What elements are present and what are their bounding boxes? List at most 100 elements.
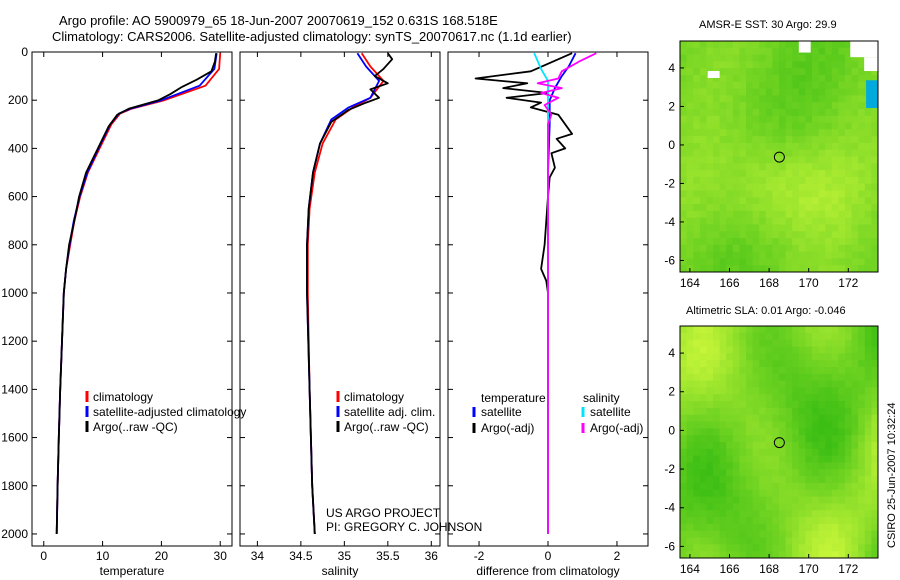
- map-cell: [746, 421, 754, 429]
- map-cell: [798, 238, 806, 246]
- map-cell: [825, 462, 833, 470]
- map-cell: [871, 421, 878, 429]
- map-cell: [792, 469, 800, 477]
- map-cell: [726, 258, 734, 266]
- map-cell: [785, 41, 793, 49]
- map-cell: [805, 482, 813, 491]
- map-cell: [825, 108, 833, 117]
- map-cell: [752, 258, 760, 266]
- map-cell: [693, 503, 701, 511]
- map-cell: [699, 183, 707, 192]
- map-cell: [851, 68, 859, 76]
- map-cell: [680, 380, 688, 389]
- map-cell: [739, 183, 747, 192]
- map-cell: [792, 455, 800, 464]
- map-cell: [871, 136, 878, 144]
- map-cell: [851, 149, 859, 158]
- map-cell: [752, 244, 760, 253]
- map-cell: [831, 238, 839, 246]
- map-cell: [838, 163, 846, 171]
- map-cell: [792, 149, 800, 158]
- map-cell: [772, 380, 780, 389]
- map-cell: [686, 88, 694, 96]
- map-cell: [739, 81, 747, 90]
- map-cell: [792, 102, 800, 110]
- map-cell: [851, 244, 859, 253]
- map-cell: [765, 530, 773, 539]
- map-cell: [838, 435, 846, 443]
- map-cell: [693, 183, 701, 192]
- map-cell: [812, 476, 820, 484]
- map-cell: [825, 197, 833, 205]
- map-cell: [686, 142, 694, 151]
- map-cell: [871, 387, 878, 395]
- map-cell: [706, 54, 714, 62]
- map-cell: [812, 537, 820, 545]
- map-cell: [699, 339, 707, 348]
- map-cell: [779, 326, 787, 334]
- map-cell: [680, 68, 688, 76]
- map-cell: [693, 224, 701, 232]
- map-cell: [825, 136, 833, 144]
- map-cell: [864, 251, 872, 260]
- map-cell: [871, 428, 878, 436]
- map-cell: [805, 108, 813, 117]
- map-cell: [752, 401, 760, 409]
- map-cell: [818, 156, 826, 164]
- map-cell: [779, 217, 787, 226]
- map-cell: [713, 339, 721, 348]
- map-cell: [693, 231, 701, 239]
- map-cell: [686, 366, 694, 375]
- map-cell: [805, 414, 813, 423]
- map-cell: [858, 115, 866, 124]
- map-cell: [792, 265, 800, 272]
- map-cell: [680, 102, 688, 110]
- map-cell: [785, 414, 793, 423]
- map-cell: [792, 360, 800, 368]
- map-cell: [693, 496, 701, 505]
- map-cell: [805, 401, 813, 409]
- map-cell: [812, 47, 820, 56]
- map-cell: [693, 149, 701, 158]
- map-cell: [845, 68, 853, 76]
- map-cell: [845, 176, 853, 185]
- map-cell: [858, 217, 866, 226]
- map-cell: [845, 414, 853, 423]
- map-cell: [732, 380, 740, 389]
- map-cell: [792, 176, 800, 185]
- map-cell: [726, 176, 734, 185]
- map-cell: [732, 142, 740, 151]
- legend-label: Argo(..raw -QC): [93, 420, 178, 434]
- map-cell: [864, 170, 872, 178]
- map-cell: [699, 544, 707, 552]
- map-cell: [706, 414, 714, 423]
- map-cell: [699, 421, 707, 429]
- map-cell: [858, 149, 866, 158]
- map-cell: [792, 68, 800, 76]
- map-cell: [693, 142, 701, 151]
- map-cell: [713, 414, 721, 423]
- map-cell: [765, 394, 773, 402]
- map-cell: [818, 176, 826, 185]
- map-cell: [812, 88, 820, 96]
- map-cell: [845, 258, 853, 266]
- map-cell: [825, 61, 833, 69]
- project-pi: PI: GREGORY C. JOHNSON: [326, 520, 482, 534]
- map-cell: [732, 115, 740, 124]
- map-cell: [726, 523, 734, 532]
- map-cell: [765, 183, 773, 192]
- map-cell: [699, 197, 707, 205]
- map-cell: [752, 455, 760, 464]
- map-cell: [818, 102, 826, 110]
- map-cell: [792, 224, 800, 232]
- map-cell: [713, 163, 721, 171]
- map-cell: [752, 136, 760, 144]
- y-tick-label: 2: [668, 385, 675, 399]
- map-cell: [772, 265, 780, 272]
- map-cell: [739, 258, 747, 266]
- map-cell: [798, 462, 806, 470]
- map-cell: [851, 251, 859, 260]
- map-cell: [732, 163, 740, 171]
- map-cell: [759, 380, 767, 389]
